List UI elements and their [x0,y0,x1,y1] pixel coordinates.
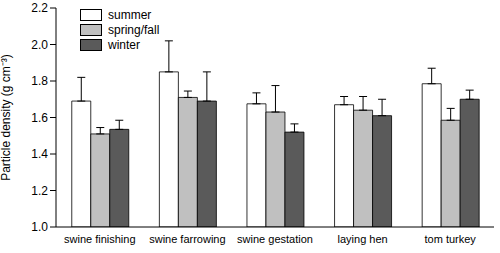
svg-text:swine gestation: swine gestation [237,233,313,245]
html-text:summer: summer [108,8,152,22]
svg-text:swine finishing: swine finishing [64,233,136,245]
svg-text:1.4: 1.4 [31,147,48,161]
svg-text:2.0: 2.0 [31,38,48,52]
svg-text:1.6: 1.6 [31,111,48,125]
html-text:winter: winter [108,38,140,52]
svg-text:laying hen: laying hen [338,233,388,245]
html-text:spring/fall: spring/fall [108,23,160,37]
svg-text:swine farrowing: swine farrowing [149,233,225,245]
svg-text:tom turkey: tom turkey [425,233,477,245]
svg-text:1.8: 1.8 [31,74,48,88]
svg-text:1.0: 1.0 [31,220,48,234]
svg-text:2.2: 2.2 [31,1,48,15]
svg-text:1.2: 1.2 [31,184,48,198]
svg-text:Particle density (g cm⁻³): Particle density (g cm⁻³) [8,54,13,181]
